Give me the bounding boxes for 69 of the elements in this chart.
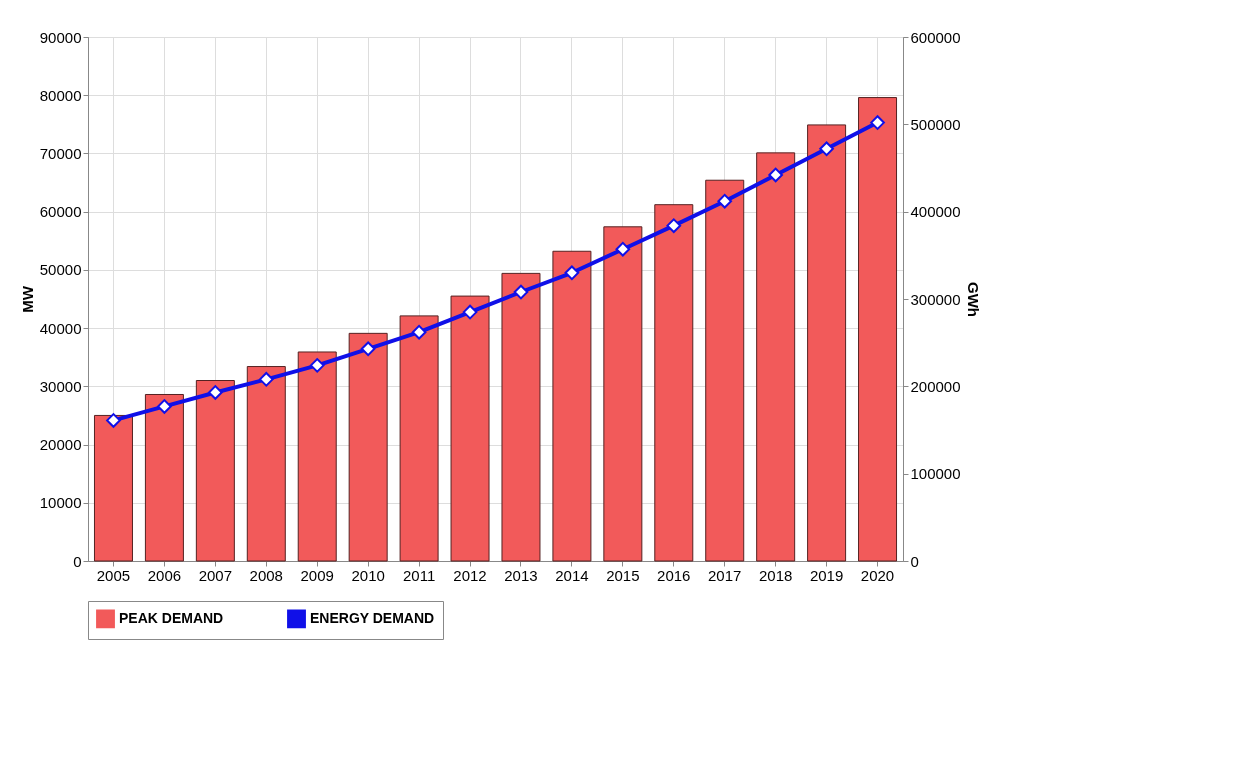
- y-tick-label: 80000: [39, 86, 82, 104]
- y-tick-label: 90000: [39, 28, 82, 46]
- point: [513, 284, 529, 300]
- x-tick-label: 2018: [758, 566, 793, 584]
- y-tick-label: 30000: [39, 377, 82, 395]
- point: [462, 304, 478, 320]
- bar: [195, 380, 235, 562]
- x-tick-label: 2016: [657, 566, 691, 584]
- point: [768, 167, 783, 183]
- y-tick-label: 20000: [39, 436, 82, 454]
- legend-label: PEAK DEMAND: [119, 609, 224, 626]
- x-tick-label: 2006: [147, 566, 182, 584]
- point: [615, 241, 631, 257]
- bar: [858, 97, 898, 562]
- bar: [246, 366, 286, 562]
- bar: [348, 332, 388, 562]
- point: [717, 193, 733, 209]
- point: [157, 399, 172, 414]
- x-tick-label: 2012: [453, 566, 487, 584]
- x-tick-label: 2015: [606, 566, 640, 584]
- x-tick-label: 2005: [96, 566, 131, 584]
- point: [564, 265, 580, 281]
- x-tick-label: 2010: [351, 566, 385, 584]
- y2-tick-label: 100000: [910, 465, 961, 483]
- point: [819, 141, 834, 157]
- y-axis-title: MW: [18, 285, 36, 313]
- x-tick-label: 2019: [809, 566, 844, 584]
- y-tick-label: 10000: [39, 494, 82, 512]
- bar: [807, 124, 847, 562]
- y2-axis-title: GWh: [964, 282, 982, 317]
- y-tick-label: 60000: [39, 203, 82, 221]
- y2-tick-label: 200000: [910, 377, 961, 395]
- point: [360, 341, 376, 357]
- y-tick-label: 50000: [39, 261, 82, 279]
- point: [666, 218, 682, 233]
- bar: [144, 393, 184, 562]
- point: [411, 324, 427, 340]
- point: [106, 413, 121, 428]
- bar: [93, 414, 133, 562]
- bar: [705, 179, 745, 562]
- x-tick-label: 2009: [300, 566, 334, 584]
- bar: [399, 315, 439, 562]
- y-tick-label: 40000: [39, 319, 82, 337]
- y2-tick-label: 500000: [910, 115, 961, 133]
- y-tick-label: 70000: [39, 144, 82, 162]
- x-tick-label: 2008: [249, 566, 283, 584]
- x-tick-label: 2007: [198, 566, 233, 584]
- legend-label: ENERGY DEMAND: [310, 609, 435, 626]
- x-tick-label: 2017: [708, 566, 742, 584]
- y2-tick-label: 400000: [910, 203, 961, 221]
- bar: [552, 250, 592, 562]
- bar: [654, 204, 694, 562]
- y2-tick-label: 600000: [910, 28, 961, 46]
- x-tick-label: 2011: [402, 566, 436, 584]
- bar: [297, 351, 337, 562]
- x-tick-label: 2013: [504, 566, 538, 584]
- y2-tick-label: 0: [910, 552, 919, 570]
- point: [208, 385, 223, 400]
- x-tick-label: 2020: [860, 566, 895, 584]
- bar: [603, 226, 643, 562]
- y2-tick-label: 300000: [910, 290, 961, 308]
- point: [258, 372, 274, 387]
- y-tick-label: 0: [73, 552, 82, 570]
- x-tick-label: 2014: [555, 566, 589, 584]
- bar: [450, 295, 490, 562]
- bar: [501, 272, 541, 562]
- bar: [756, 152, 796, 562]
- point: [870, 115, 885, 130]
- point: [309, 358, 325, 373]
